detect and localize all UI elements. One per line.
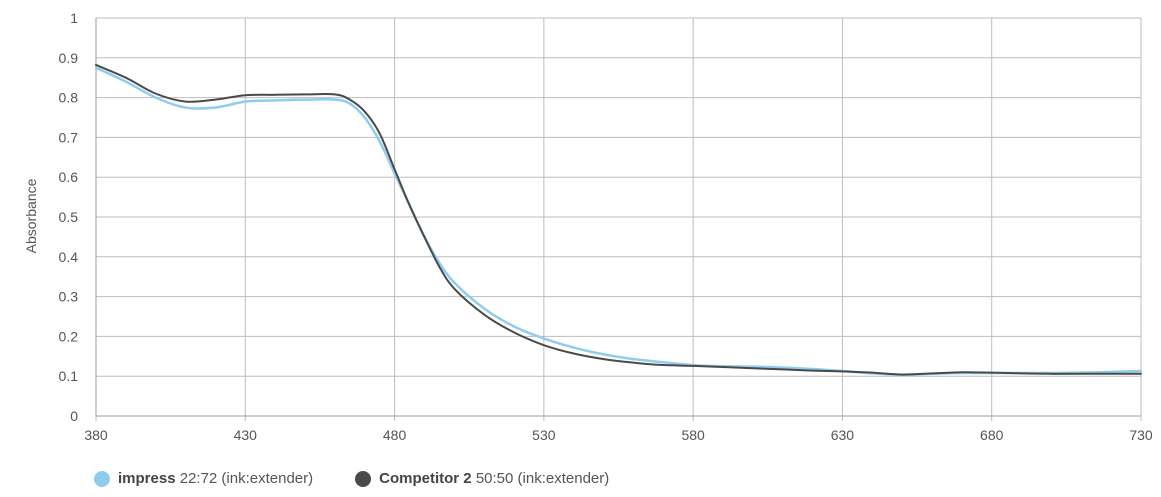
legend: impress 22:72 (ink:extender) Competitor … bbox=[94, 470, 609, 487]
x-tick-label: 380 bbox=[84, 427, 108, 443]
legend-name-competitor-2: Competitor 2 bbox=[379, 470, 472, 487]
x-tick-label: 630 bbox=[831, 427, 855, 443]
y-tick-label: 0.7 bbox=[59, 129, 79, 145]
y-tick-label: 0.3 bbox=[59, 289, 79, 305]
y-tick-label: 0.1 bbox=[59, 368, 79, 384]
x-tick-label: 680 bbox=[980, 427, 1004, 443]
y-tick-label: 0.8 bbox=[59, 90, 79, 106]
legend-suffix-impress: 22:72 (ink:extender) bbox=[179, 470, 314, 487]
y-tick-labels: 0 0.1 0.2 0.3 0.4 0.5 0.6 0.7 0.8 0.9 1 bbox=[59, 10, 79, 424]
series-line-impress bbox=[94, 66, 1143, 376]
x-tick-label: 730 bbox=[1129, 427, 1153, 443]
legend-suffix-competitor-2: 50:50 (ink:extender) bbox=[475, 470, 610, 487]
y-tick-label: 0.2 bbox=[59, 328, 79, 344]
x-tick-label: 430 bbox=[234, 427, 258, 443]
y-axis-label: Absorbance bbox=[23, 178, 39, 253]
x-tick-label: 480 bbox=[383, 427, 407, 443]
y-tick-label: 1 bbox=[70, 10, 78, 26]
legend-item-impress: impress 22:72 (ink:extender) bbox=[94, 470, 313, 487]
x-tick-labels: 380 430 480 530 580 630 680 730 bbox=[84, 427, 1153, 443]
x-tick-label: 530 bbox=[532, 427, 556, 443]
y-tick-label: 0.4 bbox=[59, 249, 79, 265]
y-tick-label: 0.6 bbox=[59, 169, 79, 185]
y-tick-label: 0 bbox=[70, 408, 78, 424]
legend-name-impress: impress bbox=[118, 470, 176, 487]
y-tick-label: 0.9 bbox=[59, 50, 79, 66]
axes bbox=[95, 18, 1141, 417]
series-lines bbox=[94, 63, 1143, 376]
legend-item-competitor-2: Competitor 2 50:50 (ink:extender) bbox=[355, 470, 609, 487]
legend-swatch-impress bbox=[94, 470, 110, 487]
x-tick-label: 580 bbox=[681, 427, 705, 443]
series-line-competitor-2 bbox=[95, 63, 1142, 376]
legend-swatch-competitor-2 bbox=[355, 470, 372, 487]
y-tick-label: 0.5 bbox=[59, 209, 79, 225]
absorbance-chart: 0 0.1 0.2 0.3 0.4 0.5 0.6 0.7 0.8 0.9 1 380 430 480 5… bbox=[23, 10, 1153, 443]
